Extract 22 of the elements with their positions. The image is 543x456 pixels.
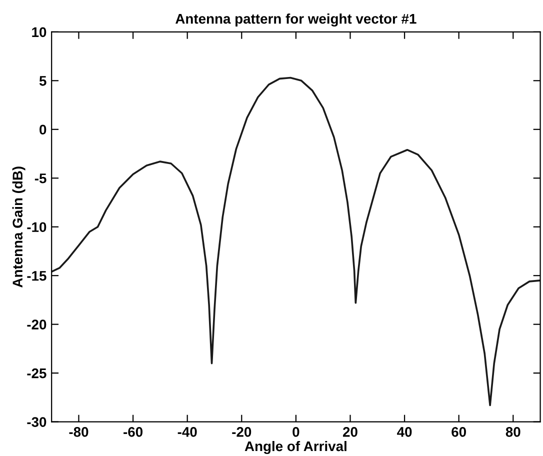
y-tick-label: -20 [27, 320, 46, 330]
y-tick-label: -5 [34, 174, 46, 184]
y-tick-label: 0 [40, 124, 46, 135]
y-tick-label: -30 [27, 417, 46, 427]
x-tick-label: -20 [232, 427, 252, 437]
x-tick-label: 80 [506, 427, 520, 437]
x-tick-label: 0 [292, 427, 300, 437]
y-tick-label: -25 [27, 368, 46, 378]
y-tick-label: -15 [27, 271, 46, 281]
x-tick-label: 20 [342, 427, 358, 437]
x-tick-label: -40 [178, 427, 197, 437]
y-tick-label: 10 [32, 27, 46, 38]
y-tick-label: -10 [27, 222, 46, 232]
chart-title: Antenna pattern for weight vector #1 [176, 14, 416, 27]
x-tick-label: 40 [397, 427, 412, 437]
x-tick-label: 60 [452, 427, 466, 437]
y-tick-label: 5 [39, 76, 46, 86]
x-tick-label: -80 [69, 427, 88, 437]
y-axis-title: Antenna Gain (dB) [12, 166, 26, 288]
line-series [52, 76, 540, 406]
x-axis-title: Angle of Arrival [244, 440, 346, 454]
x-tick-label: -60 [124, 427, 143, 437]
